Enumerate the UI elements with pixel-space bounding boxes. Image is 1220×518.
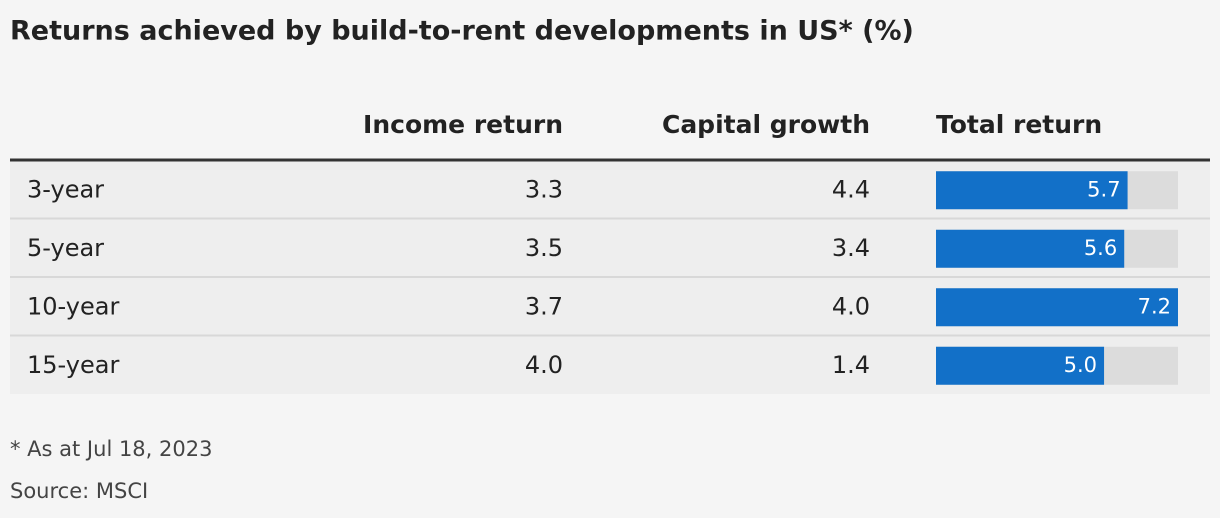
income-cell: 3.5 [525, 234, 563, 262]
row-label: 3-year [27, 175, 104, 203]
title: Returns achieved by build-to-rent develo… [10, 16, 914, 47]
column-header: Income return [363, 110, 563, 139]
column-header: Total return [936, 110, 1102, 139]
bar [936, 229, 1125, 268]
bar-label: 5.6 [1084, 236, 1117, 260]
bar-label: 5.0 [1064, 353, 1097, 377]
row-label: 5-year [27, 234, 104, 262]
income-cell: 3.7 [525, 292, 563, 320]
row-label: 15-year [27, 351, 119, 379]
bar [936, 171, 1128, 210]
income-cell: 3.3 [525, 175, 563, 203]
capital-cell: 1.4 [832, 351, 870, 379]
row-label: 10-year [27, 292, 119, 320]
capital-cell: 3.4 [832, 234, 870, 262]
bar-label: 5.7 [1087, 177, 1120, 201]
column-header: Capital growth [662, 110, 870, 139]
capital-cell: 4.0 [832, 292, 870, 320]
source: Source: MSCI [10, 479, 148, 503]
income-cell: 4.0 [525, 351, 563, 379]
bar [936, 346, 1105, 385]
capital-cell: 4.4 [832, 175, 870, 203]
bar-label: 7.2 [1138, 294, 1171, 318]
bar [936, 288, 1178, 327]
footnote: * As at Jul 18, 2023 [10, 437, 212, 461]
